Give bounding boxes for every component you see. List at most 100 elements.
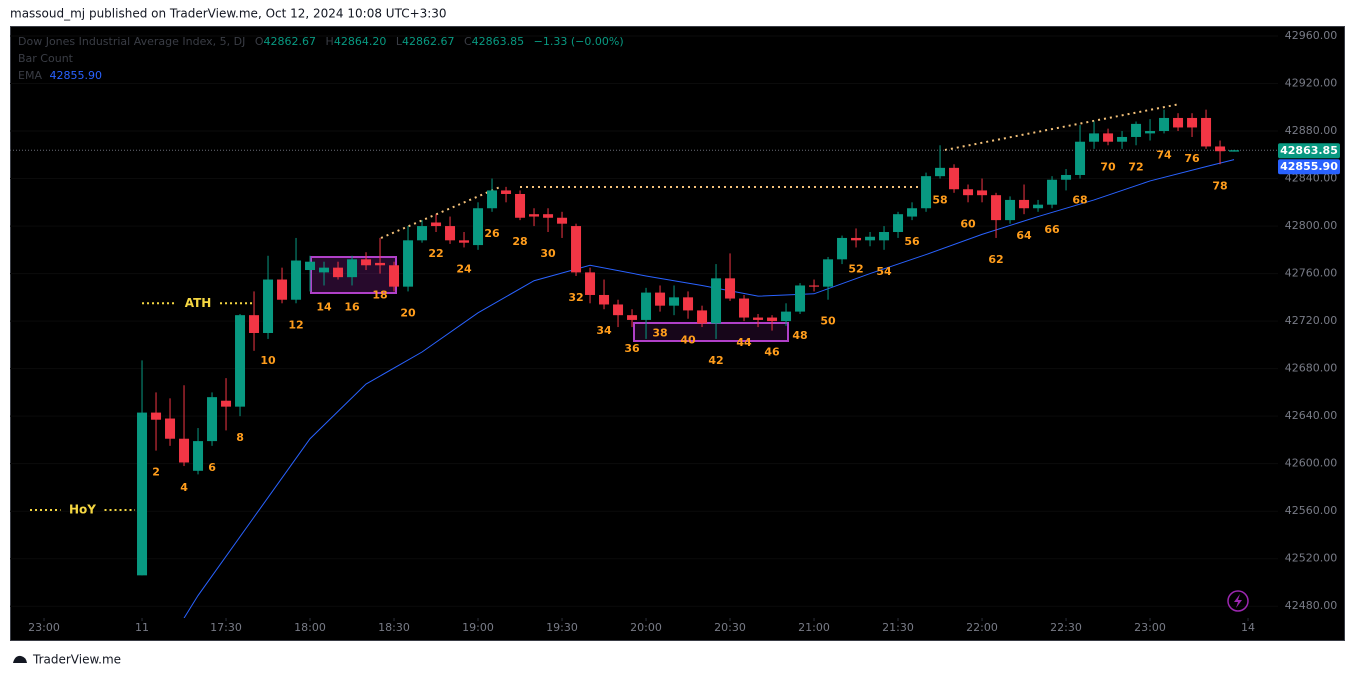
candle-body (991, 195, 1002, 221)
bar-count-label: 52 (848, 262, 863, 275)
trend-line (944, 103, 1181, 151)
y-tick-label: 42520.00 (1285, 552, 1338, 565)
candle-body (1117, 136, 1128, 142)
candle-body (585, 272, 596, 295)
candle-body (795, 285, 806, 312)
x-tick-label: 21:30 (882, 621, 914, 634)
ema-tag (1278, 159, 1340, 175)
x-tick-label: 17:30 (210, 621, 242, 634)
bar-count-label: 30 (540, 247, 556, 260)
candle-body (893, 214, 904, 233)
legend-key: L (396, 35, 403, 48)
range-box (633, 322, 789, 342)
footer: TraderView.me (13, 653, 121, 667)
level-label: HoY (69, 503, 96, 517)
last-price-value: 42863.85 (1280, 144, 1338, 157)
bar-count-label: 20 (400, 306, 416, 319)
bar-count-label: 10 (260, 354, 276, 367)
alert-circle[interactable] (1227, 590, 1249, 612)
bar-count-label: 6 (208, 461, 216, 474)
candle-body (865, 236, 876, 241)
legend-ema-value: 42855.90 (49, 69, 102, 82)
candle-body (1187, 117, 1198, 128)
candle-body (1019, 199, 1030, 209)
legend-key: H (326, 35, 334, 48)
candle-body (725, 278, 736, 299)
header: massoud_mj published on TraderView.me, O… (10, 7, 447, 21)
x-tick-label: 23:00 (1134, 621, 1166, 634)
candle-body (165, 418, 176, 439)
bar-count-label: 54 (876, 265, 892, 278)
y-tick-label: 42920.00 (1285, 77, 1338, 90)
candle-body (851, 237, 862, 241)
legend-change: −1.33 (−0.00%) (534, 35, 624, 48)
candle-body (137, 412, 148, 576)
bar-count-label: 64 (1016, 229, 1032, 242)
x-tick-label: 22:30 (1050, 621, 1082, 634)
bar-count-label: 14 (316, 300, 332, 313)
bar-count-label: 4 (180, 481, 188, 494)
candle-body (347, 259, 358, 278)
candle-body (445, 226, 456, 241)
footer-logo (13, 655, 27, 663)
candle-body (417, 226, 428, 241)
y-tick-label: 42760.00 (1285, 267, 1338, 280)
candle-body (1075, 141, 1086, 175)
legend-value: 42862.67 (264, 35, 317, 48)
candle-body (697, 310, 708, 324)
candle-body (627, 315, 638, 320)
alert-icon[interactable] (1227, 590, 1249, 612)
y-tick-label: 42800.00 (1285, 219, 1338, 232)
candle-body (1005, 199, 1016, 221)
candle-body (669, 297, 680, 306)
candle-body (907, 208, 918, 217)
y-tick-label: 42960.00 (1285, 29, 1338, 42)
alert-bolt[interactable] (1234, 594, 1242, 608)
candle-body (1089, 133, 1100, 142)
bar-count-label: 62 (988, 253, 1003, 266)
candle-body (221, 400, 232, 407)
candle-body (837, 237, 848, 260)
candle-body (599, 294, 610, 305)
candle-body (277, 279, 288, 300)
candle-body (1047, 179, 1058, 205)
bar-count-label: 34 (596, 324, 612, 337)
y-tick-label: 42880.00 (1285, 124, 1338, 137)
bar-count-label: 42 (708, 354, 723, 367)
bar-count-label: 66 (1044, 223, 1060, 236)
ema-tag-value: 42855.90 (1280, 160, 1338, 173)
x-tick-label: 11 (135, 621, 149, 634)
axes: 42480.00 42520.00 42560.00 42600.00 42640.00… (28, 29, 1340, 634)
bar-count-label: 70 (1100, 160, 1116, 173)
candle-body (333, 267, 344, 278)
candle-body (557, 217, 568, 224)
bar-count-label: 32 (568, 291, 583, 304)
candle-body (781, 311, 792, 322)
x-tick-label: 18:30 (378, 621, 410, 634)
y-tick-label: 42480.00 (1285, 599, 1338, 612)
x-tick-label: 18:00 (294, 621, 326, 634)
candle-body (193, 441, 204, 471)
candle-body (459, 240, 470, 243)
bar-count-label: 44 (736, 336, 752, 349)
candle-body (487, 190, 498, 209)
legend-value: 42862.67 (402, 35, 455, 48)
candle-body (207, 397, 218, 442)
candle-body (1159, 117, 1170, 132)
candle-body (1061, 174, 1072, 180)
candle-body (1229, 150, 1240, 152)
legend-indicator: Bar Count (18, 52, 74, 65)
level-label: ATH (185, 296, 212, 310)
bar-count-label: 50 (820, 315, 836, 328)
legend-line: Dow Jones Industrial Average Index, 5, D… (18, 35, 624, 48)
y-tick-label: 42640.00 (1285, 409, 1338, 422)
candle-body (949, 167, 960, 190)
candle-body (823, 259, 834, 287)
bar-count-label: 26 (484, 227, 500, 240)
bar-count-label: 28 (512, 235, 527, 248)
x-tick-label: 20:00 (630, 621, 662, 634)
bar-count-label: 8 (236, 431, 244, 444)
candle-body (683, 297, 694, 311)
